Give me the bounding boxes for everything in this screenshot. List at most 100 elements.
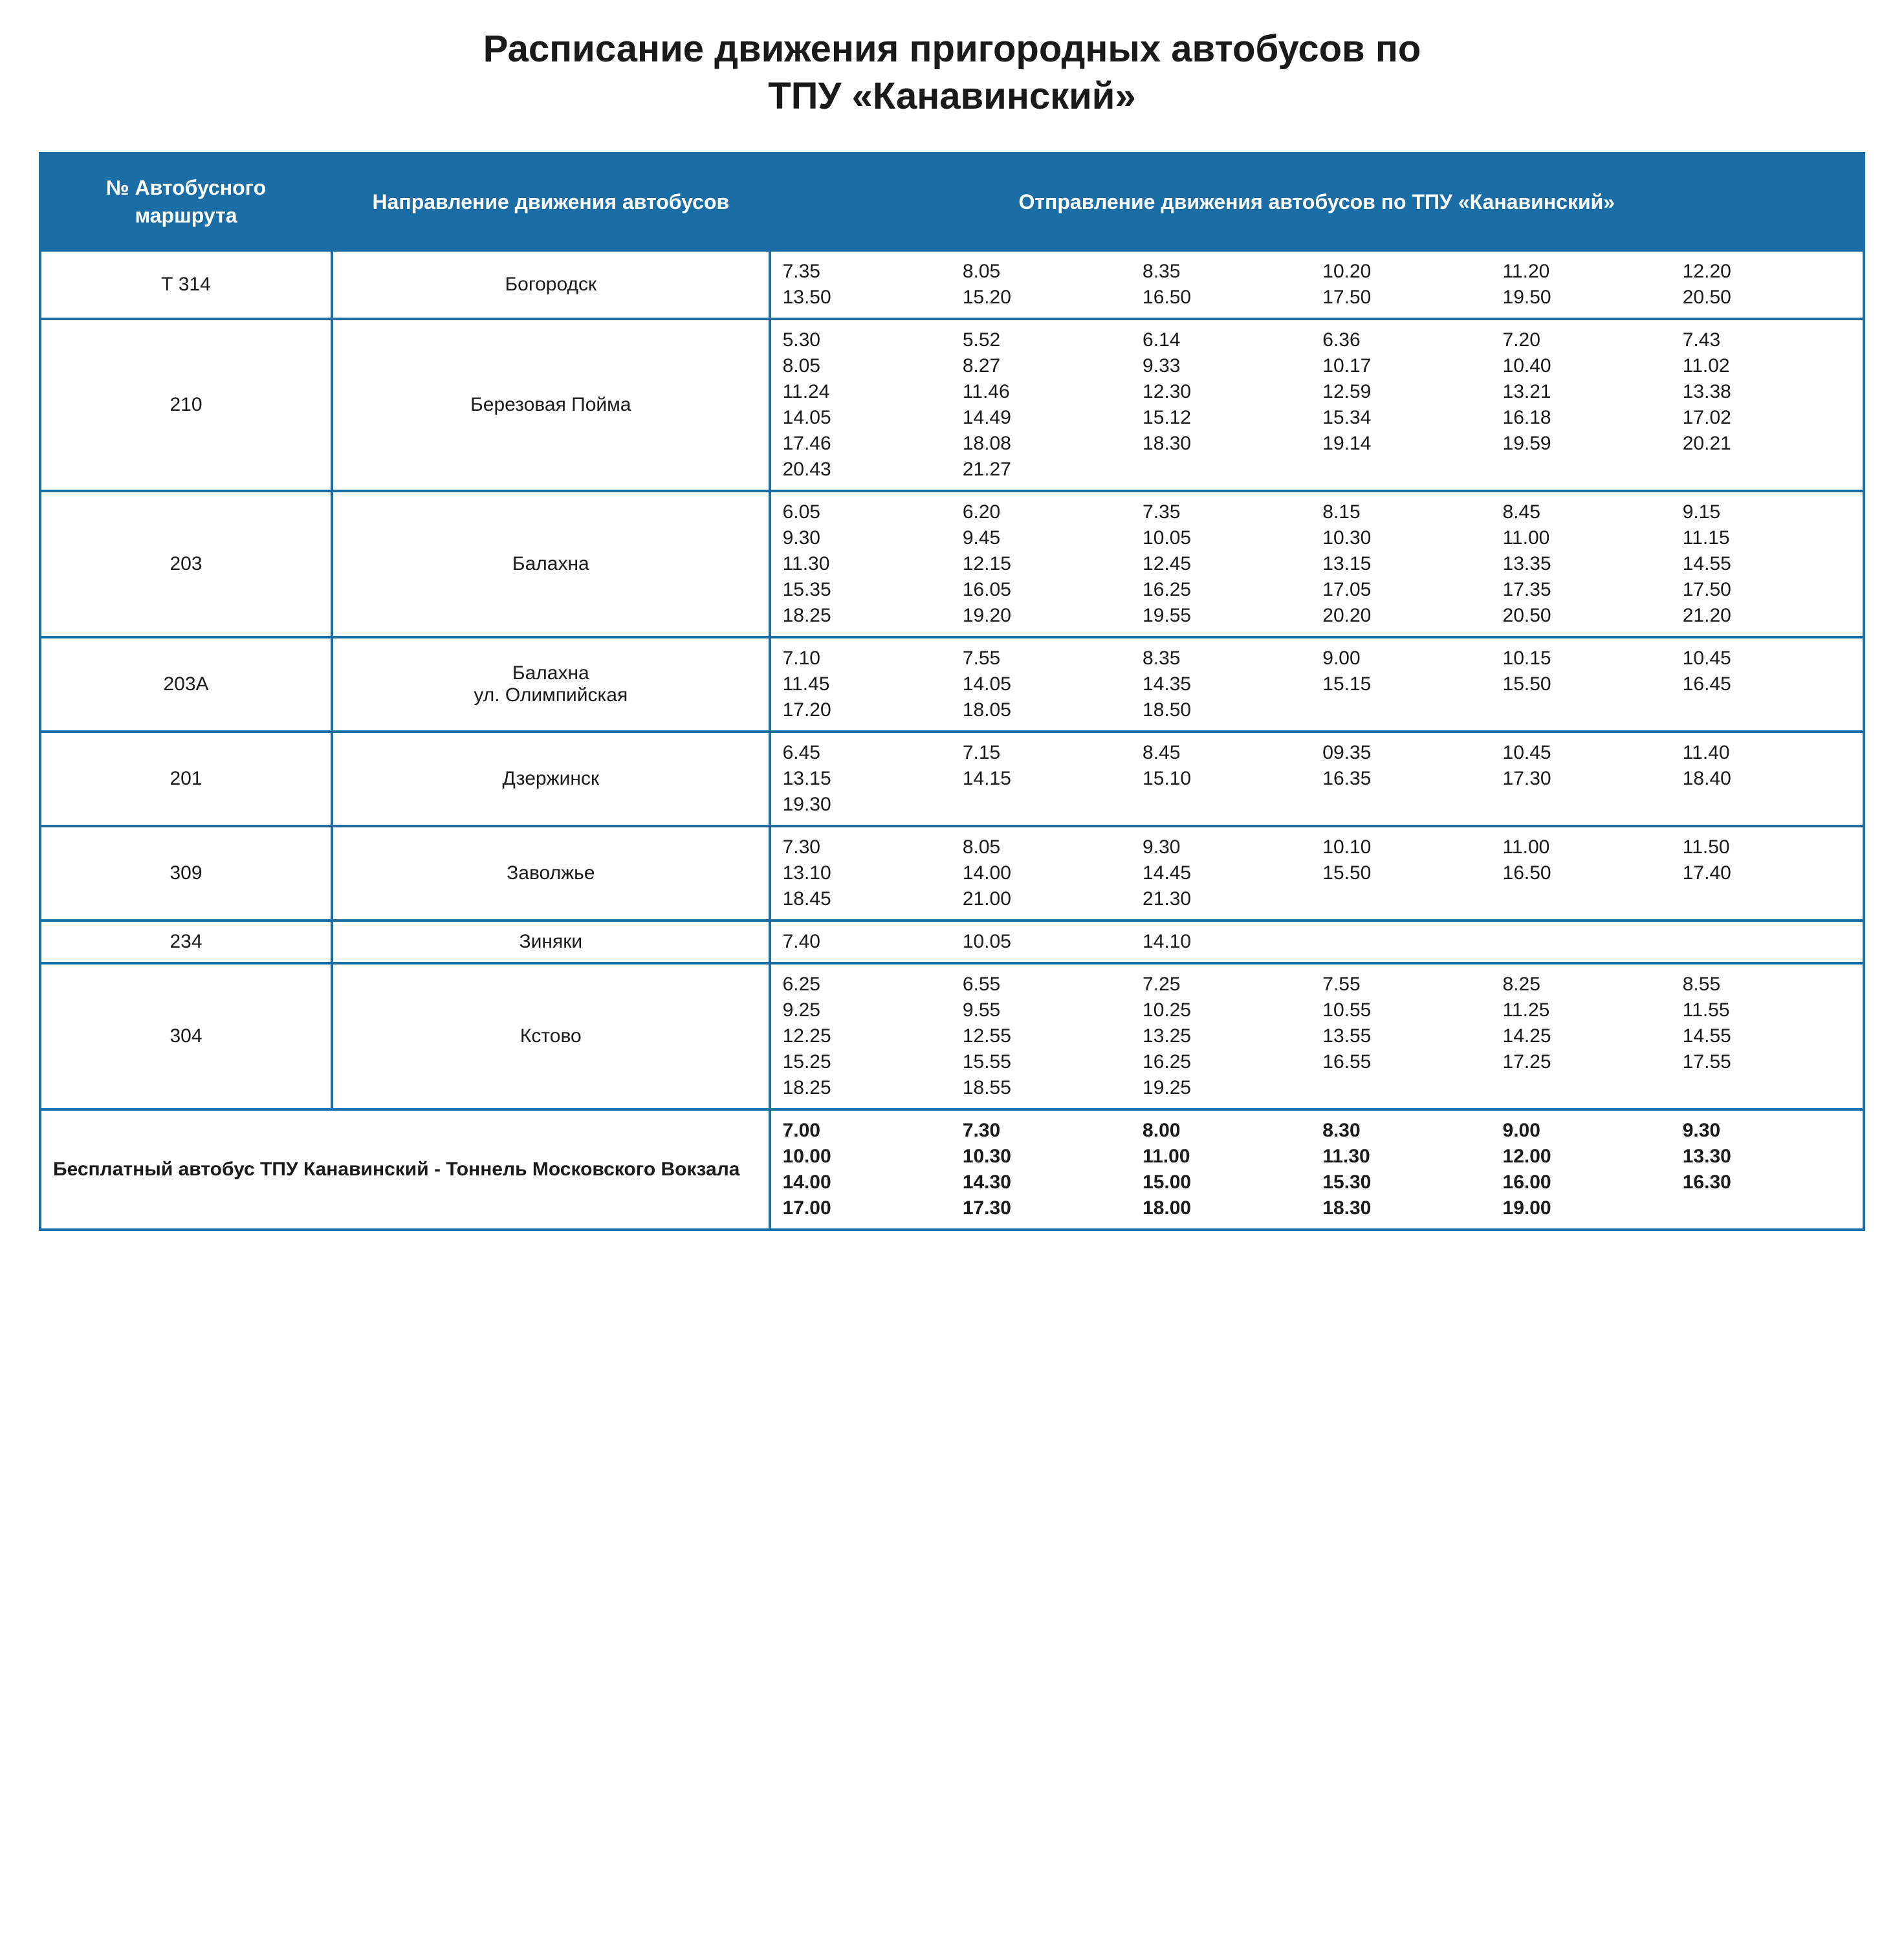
departure-time: 5.52 xyxy=(963,329,1000,351)
direction-cell: Балахнаул. Олимпийская xyxy=(332,637,770,732)
departure-time: 8.00 xyxy=(1143,1120,1180,1142)
direction-cell: Зиняки xyxy=(332,921,770,963)
departure-time: 17.02 xyxy=(1683,407,1731,429)
page-title: Расписание движения пригородных автобусо… xyxy=(39,26,1865,120)
departure-time: 15.55 xyxy=(963,1051,1011,1073)
departure-time: 16.25 xyxy=(1143,579,1191,601)
route-cell: 304 xyxy=(40,963,332,1109)
departure-time: 15.25 xyxy=(783,1051,831,1073)
departure-time: 11.00 xyxy=(1503,836,1550,858)
departure-time: 10.30 xyxy=(1322,527,1371,549)
departure-time: 17.40 xyxy=(1683,862,1731,884)
departure-time: 16.45 xyxy=(1683,673,1731,695)
departure-time: 15.15 xyxy=(1322,673,1371,695)
times-cell: 7.107.558.359.0010.1510.4511.4514.0514.3… xyxy=(770,637,1864,732)
departure-time: 15.20 xyxy=(963,287,1011,309)
times-cell: 7.308.059.3010.1011.0011.5013.1014.0014.… xyxy=(770,826,1864,921)
col-header-departures: Отправление движения автобусов по ТПУ «К… xyxy=(770,153,1864,250)
departure-time: 21.27 xyxy=(963,459,1011,481)
departure-time: 14.15 xyxy=(963,768,1011,790)
table-row: 203Балахна6.056.207.358.158.459.159.309.… xyxy=(40,491,1864,637)
departure-time: 15.34 xyxy=(1322,407,1371,429)
departure-time: 9.55 xyxy=(963,999,1000,1021)
table-row: 304Кстово6.256.557.257.558.258.559.259.5… xyxy=(40,963,1864,1109)
departure-time: 16.50 xyxy=(1143,287,1191,309)
departure-time: 16.50 xyxy=(1503,862,1551,884)
departure-time: 6.45 xyxy=(783,742,820,764)
departure-time: 8.30 xyxy=(1322,1120,1360,1142)
table-row: 309Заволжье7.308.059.3010.1011.0011.5013… xyxy=(40,826,1864,921)
departure-time: 09.35 xyxy=(1322,742,1371,764)
departure-time: 16.55 xyxy=(1322,1051,1371,1073)
departure-time: 14.55 xyxy=(1683,1025,1731,1047)
schedule-table: № Автобусного маршрута Направление движе… xyxy=(39,152,1865,1231)
table-row: 234Зиняки7.4010.0514.10 xyxy=(40,921,1864,963)
departure-time: 7.35 xyxy=(783,261,820,283)
departure-time: 11.20 xyxy=(1503,261,1550,283)
times-cell: 7.4010.0514.10 xyxy=(770,921,1864,963)
departure-time: 7.20 xyxy=(1503,329,1540,351)
departure-time: 9.00 xyxy=(1322,648,1360,670)
footer-label: Бесплатный автобус ТПУ Канавинский - Тон… xyxy=(40,1109,770,1230)
departure-time: 11.15 xyxy=(1683,527,1730,549)
route-cell: Т 314 xyxy=(40,250,332,319)
departure-time: 18.25 xyxy=(783,605,831,627)
departure-time: 7.30 xyxy=(963,1120,1000,1142)
departure-time: 19.50 xyxy=(1503,287,1551,309)
table-row: 203АБалахнаул. Олимпийская7.107.558.359.… xyxy=(40,637,1864,732)
departure-time: 11.55 xyxy=(1683,999,1730,1021)
route-cell: 234 xyxy=(40,921,332,963)
times-cell: 6.056.207.358.158.459.159.309.4510.0510.… xyxy=(770,491,1864,637)
departure-time: 18.30 xyxy=(1322,1197,1371,1219)
title-line-1: Расписание движения пригородных автобусо… xyxy=(483,28,1421,70)
departure-time: 18.25 xyxy=(783,1077,831,1099)
title-line-2: ТПУ «Канавинский» xyxy=(768,75,1135,117)
departure-time: 12.15 xyxy=(963,553,1011,575)
departure-time: 7.55 xyxy=(963,648,1000,670)
direction-cell: Богородск xyxy=(332,250,770,319)
departure-time: 11.02 xyxy=(1683,355,1730,377)
departure-time: 11.25 xyxy=(1503,999,1550,1021)
departure-time: 11.00 xyxy=(1143,1146,1190,1168)
departure-time: 17.46 xyxy=(783,433,831,455)
departure-time: 9.45 xyxy=(963,527,1000,549)
departure-time: 15.35 xyxy=(783,579,831,601)
departure-time: 17.30 xyxy=(963,1197,1011,1219)
departure-time: 11.00 xyxy=(1503,527,1550,549)
departure-time: 16.30 xyxy=(1683,1172,1731,1193)
departure-time: 14.05 xyxy=(963,673,1011,695)
departure-time: 14.00 xyxy=(783,1172,831,1193)
departure-time: 16.18 xyxy=(1503,407,1551,429)
times-cell: 5.305.526.146.367.207.438.058.279.3310.1… xyxy=(770,319,1864,491)
departure-time: 15.30 xyxy=(1322,1172,1371,1193)
departure-time: 17.50 xyxy=(1322,287,1371,309)
departure-time: 12.30 xyxy=(1143,381,1191,403)
times-cell: 6.457.158.4509.3510.4511.4013.1514.1515.… xyxy=(770,732,1864,826)
col-header-route: № Автобусного маршрута xyxy=(40,153,332,250)
departure-time: 12.25 xyxy=(783,1025,831,1047)
departure-time: 7.40 xyxy=(783,931,820,953)
departure-time: 8.05 xyxy=(783,355,820,377)
route-cell: 210 xyxy=(40,319,332,491)
departure-time: 19.14 xyxy=(1322,433,1371,455)
departure-time: 9.15 xyxy=(1683,501,1720,523)
footer-row: Бесплатный автобус ТПУ Канавинский - Тон… xyxy=(40,1109,1864,1230)
departure-time: 5.30 xyxy=(783,329,820,351)
table-header-row: № Автобусного маршрута Направление движе… xyxy=(40,153,1864,250)
departure-time: 11.50 xyxy=(1683,836,1730,858)
departure-time: 7.35 xyxy=(1143,501,1180,523)
departure-time: 10.20 xyxy=(1322,261,1371,283)
departure-time: 14.25 xyxy=(1503,1025,1551,1047)
departure-time: 11.46 xyxy=(963,381,1010,403)
departure-time: 18.00 xyxy=(1143,1197,1191,1219)
direction-cell: Березовая Пойма xyxy=(332,319,770,491)
departure-time: 6.36 xyxy=(1322,329,1360,351)
departure-time: 7.10 xyxy=(783,648,820,670)
departure-time: 15.50 xyxy=(1503,673,1551,695)
departure-time: 13.25 xyxy=(1143,1025,1191,1047)
departure-time: 21.00 xyxy=(963,888,1011,910)
departure-time: 10.05 xyxy=(963,931,1011,953)
departure-time: 10.17 xyxy=(1322,355,1371,377)
departure-time: 10.45 xyxy=(1503,742,1551,764)
departure-time: 13.50 xyxy=(783,287,831,309)
